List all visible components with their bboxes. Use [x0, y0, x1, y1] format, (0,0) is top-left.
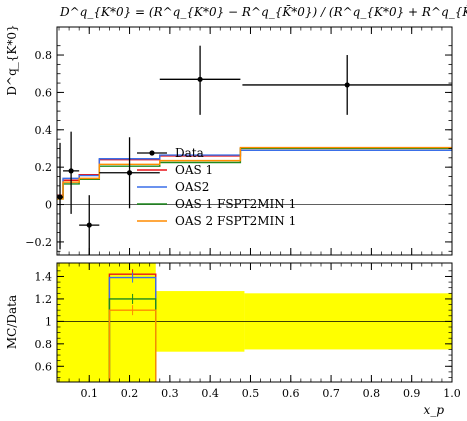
legend-label-2: OAS2 — [175, 180, 209, 194]
x-tick-label: 1.0 — [443, 387, 461, 400]
ratio-frame — [56, 262, 453, 383]
x-tick-label: 0.3 — [161, 387, 179, 400]
main-ytick-label: 0 — [45, 199, 52, 212]
x-tick-label: 0.4 — [201, 387, 219, 400]
legend-label-1: OAS 1 — [175, 163, 213, 177]
chart-title: D^q_{K*0} = (R^q_{K*0} − R^q_{K̄*0}) / (… — [59, 4, 467, 19]
legend-label-0: Data — [175, 146, 204, 160]
series-line-0 — [57, 147, 452, 196]
ratio-ytick-label: 1.2 — [35, 293, 53, 306]
series-line-2 — [57, 147, 452, 200]
x-tick-label: 0.9 — [403, 387, 421, 400]
main-ytick-label: 0.8 — [35, 49, 53, 62]
ratio-ytick-label: 0.6 — [35, 360, 53, 373]
legend-label-4: OAS 2 FSPT2MIN 1 — [175, 214, 296, 228]
main-ytick-label: 0.6 — [35, 86, 53, 99]
x-tick-label: 0.2 — [121, 387, 139, 400]
data-point-3 — [126, 170, 133, 176]
main-panel: −0.2 0 0.2 0.4 0.6 0.8 — [25, 26, 453, 256]
legend: Data OAS 1 OAS2 OAS 1 FSPT2MIN 1 OAS 2 FSPT2… — [137, 146, 296, 228]
data-point-0 — [57, 194, 63, 200]
ratio-ytick-label: 1 — [45, 315, 52, 328]
main-ytick-label: 0.4 — [35, 124, 53, 137]
x-tick-label: 0.6 — [282, 387, 300, 400]
x-tick-label: 0.7 — [322, 387, 340, 400]
uncertainty-band-0 — [57, 263, 110, 382]
ratio-y-axis-label: MC/Data — [5, 295, 19, 349]
data-point-1 — [68, 168, 74, 174]
x-axis-label: x_p — [424, 403, 445, 417]
legend-label-3: OAS 1 FSPT2MIN 1 — [175, 197, 296, 211]
x-tick-label: 0.8 — [363, 387, 381, 400]
main-frame — [56, 26, 453, 256]
x-tick-label: 0.5 — [242, 387, 260, 400]
main-y-axis-label: D^q_{K*0} — [5, 24, 19, 95]
data-point-4 — [197, 76, 203, 82]
series-line-1 — [57, 149, 452, 198]
ratio-ytick-label: 0.8 — [35, 338, 53, 351]
data-point-5 — [344, 82, 350, 88]
data-point-2 — [86, 222, 92, 228]
legend-marker-data — [149, 150, 155, 156]
main-ytick-label: −0.2 — [25, 236, 52, 249]
x-tick-label: 0.1 — [80, 387, 98, 400]
uncertainty-band-1 — [109, 263, 156, 382]
main-ytick-label: 0.2 — [35, 161, 53, 174]
ratio-ytick-label: 1.4 — [35, 270, 53, 283]
series-line-3 — [57, 146, 452, 200]
ratio-panel: 0.6 0.8 1 1.2 1.4 0.1 0.2 0.3 0.4 0.5 0.6 0.7 0.8 0.9… — [35, 262, 461, 400]
